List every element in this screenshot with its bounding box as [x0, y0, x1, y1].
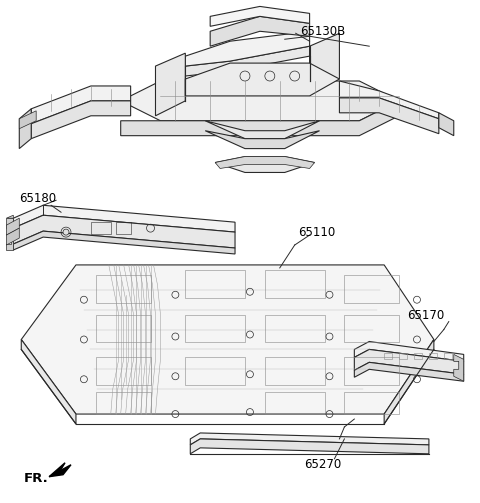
Polygon shape: [190, 439, 429, 454]
Polygon shape: [19, 109, 31, 148]
Bar: [444, 354, 452, 359]
Polygon shape: [6, 215, 13, 218]
Polygon shape: [31, 86, 131, 124]
Polygon shape: [185, 63, 339, 96]
Polygon shape: [205, 131, 320, 148]
Bar: [265, 358, 324, 385]
Text: 65110: 65110: [298, 226, 335, 238]
Polygon shape: [215, 156, 314, 169]
Bar: [96, 392, 151, 414]
Polygon shape: [49, 465, 71, 477]
Bar: [344, 275, 399, 303]
Polygon shape: [210, 7, 310, 26]
Text: 65270: 65270: [305, 458, 342, 471]
Polygon shape: [13, 205, 235, 232]
Polygon shape: [185, 31, 310, 66]
Bar: [96, 315, 151, 343]
Text: 65180: 65180: [19, 192, 57, 205]
Bar: [344, 315, 399, 343]
Polygon shape: [439, 113, 454, 136]
Bar: [414, 354, 422, 359]
Polygon shape: [13, 215, 235, 248]
Bar: [265, 392, 324, 414]
Polygon shape: [19, 111, 36, 129]
Polygon shape: [6, 218, 13, 250]
Polygon shape: [31, 101, 131, 139]
Polygon shape: [49, 463, 65, 477]
Polygon shape: [156, 53, 185, 116]
Bar: [96, 358, 151, 385]
Text: 65170: 65170: [407, 309, 444, 322]
Bar: [185, 315, 245, 343]
Text: 65130B: 65130B: [300, 25, 345, 38]
Polygon shape: [454, 355, 464, 381]
Polygon shape: [384, 340, 434, 424]
Polygon shape: [215, 156, 314, 173]
Polygon shape: [310, 33, 339, 91]
Polygon shape: [21, 265, 434, 414]
Bar: [344, 392, 399, 414]
Polygon shape: [354, 342, 464, 361]
Bar: [384, 354, 392, 359]
Bar: [429, 354, 437, 359]
Bar: [265, 315, 324, 343]
Polygon shape: [339, 81, 439, 119]
Polygon shape: [210, 17, 310, 46]
Polygon shape: [205, 121, 320, 139]
Bar: [185, 358, 245, 385]
Polygon shape: [6, 228, 19, 245]
Polygon shape: [21, 340, 76, 424]
Polygon shape: [120, 81, 399, 121]
Polygon shape: [339, 98, 439, 134]
Bar: [91, 222, 111, 234]
Polygon shape: [120, 101, 399, 136]
Bar: [116, 222, 131, 234]
Polygon shape: [354, 350, 464, 374]
Polygon shape: [6, 218, 19, 235]
Bar: [96, 275, 151, 303]
Polygon shape: [190, 433, 429, 445]
Bar: [399, 354, 407, 359]
Text: FR.: FR.: [23, 472, 48, 485]
Polygon shape: [13, 231, 235, 254]
Bar: [265, 270, 324, 298]
Polygon shape: [185, 46, 310, 76]
Circle shape: [63, 229, 69, 235]
Polygon shape: [354, 362, 464, 381]
Bar: [185, 270, 245, 298]
Bar: [344, 358, 399, 385]
